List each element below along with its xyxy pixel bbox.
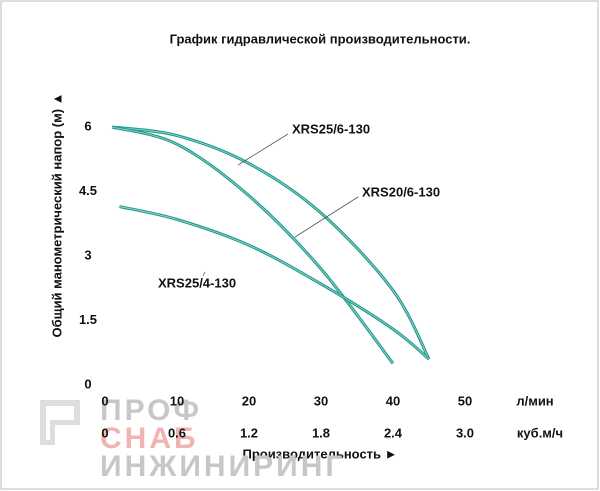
watermark: ИНЖИНИРИНГ (100, 450, 345, 483)
series-line-inner (112, 126, 394, 364)
y-tick-label: 1.5 (79, 312, 97, 327)
watermark: ПРОФ (100, 394, 202, 427)
x2-tick-label: 1.2 (240, 425, 258, 440)
series-label: XRS20/6-130 (362, 184, 440, 199)
x-tick-label: 50 (458, 393, 472, 408)
y-tick-label: 3 (84, 247, 91, 262)
y-tick-label: 6 (84, 118, 91, 133)
chart-title: График гидравлической производительности… (170, 31, 471, 46)
watermark: СНАБ (100, 422, 199, 455)
x2-tick-label: 0.6 (168, 425, 186, 440)
leader-line (202, 271, 206, 277)
series-label: XRS25/6-130 (292, 121, 370, 136)
y-axis-label: Общий манометрический напор (м) ▲ (49, 92, 64, 337)
series-label: XRS25/4-130 (158, 275, 236, 290)
y-tick-label: 0 (84, 376, 91, 391)
x-unit: л/мин (516, 393, 553, 408)
x-tick-label: 30 (314, 393, 328, 408)
x-tick-label: 10 (170, 393, 184, 408)
x-tick-label: 20 (242, 393, 256, 408)
series-line-inner (112, 126, 430, 360)
leader-line (294, 196, 359, 238)
x2-tick-label: 3.0 (456, 425, 474, 440)
x2-unit: куб.м/ч (517, 425, 563, 440)
x2-tick-label: 1.8 (312, 425, 330, 440)
x2-tick-label: 0 (101, 425, 108, 440)
x-tick-label: 0 (101, 393, 108, 408)
series-line-inner (119, 206, 430, 360)
x-axis-label: Производительность ► (242, 446, 397, 461)
x2-tick-label: 2.4 (384, 425, 403, 440)
x-tick-label: 40 (386, 393, 400, 408)
y-tick-label: 4.5 (79, 183, 97, 198)
leader-line (237, 133, 289, 166)
logo (40, 400, 80, 445)
